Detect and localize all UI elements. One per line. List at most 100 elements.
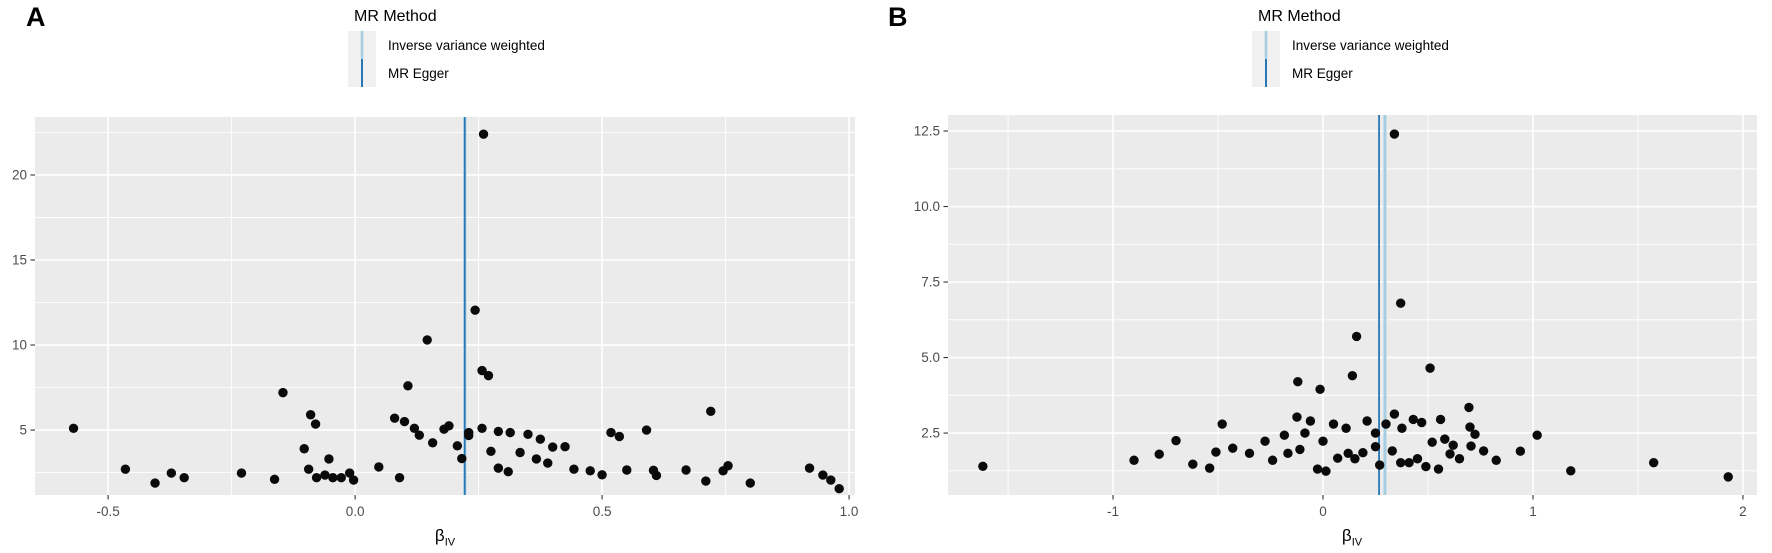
data-point [1293,377,1303,387]
legend-item-label: Inverse variance weighted [388,37,545,53]
data-point [478,129,489,139]
x-tick-label: 0.5 [593,504,612,519]
data-point [1397,423,1407,433]
data-point [464,430,474,441]
data-point [1433,464,1444,474]
data-point [1416,417,1427,428]
panel-a: A MR Method Inverse variance weighted MR… [12,4,858,549]
data-point [269,474,280,485]
data-point [1404,457,1414,468]
data-point [278,387,288,398]
data-point [1374,460,1385,470]
data-point [818,470,828,480]
data-point [681,465,691,475]
data-point [1154,449,1164,459]
data-point [1351,331,1362,342]
data-point [483,370,494,381]
data-point [1312,464,1323,474]
data-point [310,419,321,429]
data-point [1347,370,1358,381]
data-point [1228,443,1238,453]
data-point [414,430,425,440]
data-point [299,444,309,454]
data-point [641,425,652,435]
data-point [1350,454,1360,464]
data-point [1341,423,1351,433]
data-point [344,468,355,478]
y-tick-label: 10 [12,338,27,353]
data-point [706,406,716,417]
x-tick-label: -1 [1107,504,1119,519]
data-point [1435,414,1446,425]
data-point [409,423,420,434]
data-point [503,467,513,477]
data-point [569,464,579,474]
plot-background [948,115,1757,495]
data-point [1188,459,1198,469]
data-point [543,458,553,468]
data-point [179,472,189,483]
data-point [547,442,558,452]
y-tick-label: 20 [12,167,27,182]
data-point [1421,461,1431,472]
data-point [1292,412,1302,422]
data-point [804,463,815,473]
data-point [303,464,314,474]
data-point [1532,430,1542,440]
data-point [305,410,316,420]
data-point [1448,440,1458,450]
data-point [1370,441,1381,452]
data-point [1566,466,1576,476]
data-point [1389,129,1400,139]
data-point [1389,409,1400,419]
data-point [1244,448,1255,459]
data-point [606,427,616,438]
data-point [399,416,410,427]
legend-item-ivw: Inverse variance weighted [348,31,545,60]
data-point [978,461,988,472]
data-point [585,466,595,476]
legend-a: MR Method Inverse variance weighted MR E… [348,8,545,88]
x-axis-title: βIV [1341,526,1363,549]
data-point [477,365,487,376]
data-point [560,442,570,452]
data-point [374,462,384,472]
data-point [651,470,662,481]
data-point [1412,454,1423,464]
data-point [614,431,625,442]
data-point [1465,422,1475,432]
y-tick-label: 5 [19,423,27,438]
legend-item-label: MR Egger [388,65,449,81]
data-point [120,464,131,474]
funnel-scatter-plot-b: -1 0 1 2 2.5 5.0 7.5 10.0 12.5 [914,115,1757,519]
data-point [1395,298,1406,308]
data-point [236,468,247,478]
data-point [389,413,400,423]
legend-b: MR Method Inverse variance weighted MR E… [1252,8,1449,88]
data-point [622,465,632,475]
data-point [328,472,338,483]
data-point [1217,419,1227,429]
data-point [1425,363,1435,373]
data-point [348,475,359,485]
data-point [597,470,607,480]
data-point [493,426,504,437]
data-point [477,423,487,434]
legend-item-egger: MR Egger [1252,59,1449,88]
data-point [1300,428,1310,438]
data-point [1318,436,1328,446]
data-point [403,381,413,391]
data-point [1362,416,1372,426]
data-point [1427,437,1437,447]
data-point [1295,444,1305,455]
data-point [336,472,346,483]
egger-line-key-icon [348,59,376,88]
data-point [1445,449,1455,459]
data-point [1328,419,1339,429]
x-axis-title: βIV [434,526,456,549]
data-point [1267,455,1278,465]
x-tick-label: 1 [1529,504,1537,519]
legend-title: MR Method [1258,8,1341,25]
data-point [523,429,533,439]
